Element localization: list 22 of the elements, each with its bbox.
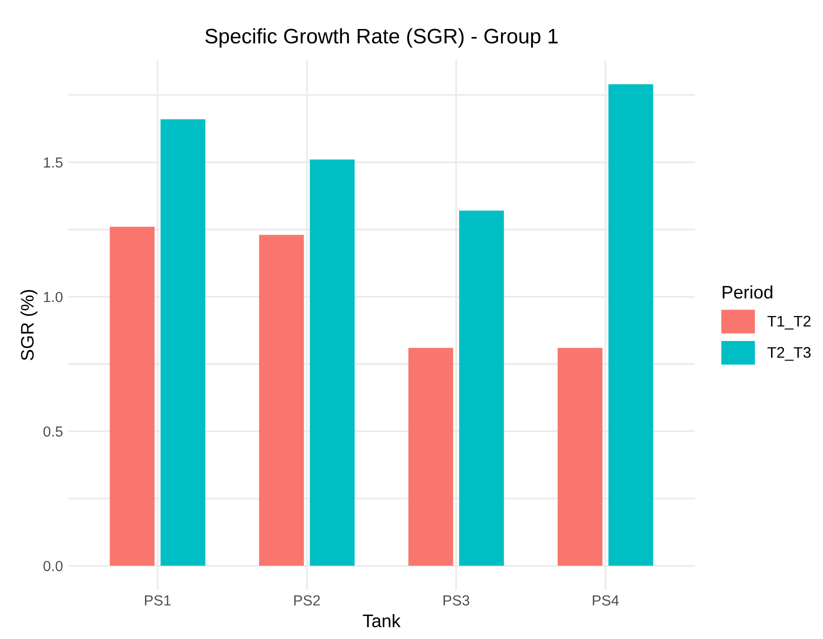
- x-tick-label: PS4: [592, 595, 619, 606]
- y-tick-label: 1.5: [44, 157, 63, 168]
- y-axis-title: SGR (%): [20, 290, 38, 360]
- legend-label: T2_T3: [767, 347, 811, 361]
- bar: [110, 226, 155, 566]
- x-axis-title: Tank: [362, 614, 401, 628]
- y-tick-label: 0.0: [43, 560, 63, 572]
- bar: [310, 160, 355, 566]
- bar: [459, 210, 504, 566]
- bar: [259, 234, 304, 566]
- y-tick-label: 0.5: [43, 426, 63, 437]
- bar: [608, 84, 654, 566]
- y-tick-label: 1.0: [44, 292, 63, 302]
- legend-title: Period: [722, 285, 772, 299]
- x-tick-label: PS2: [294, 595, 320, 606]
- x-tick-label: PS1: [144, 595, 171, 606]
- bar: [558, 348, 602, 566]
- x-tick-label: PS3: [444, 595, 470, 606]
- chart-title: Specific Growth Rate (SGR) - Group 1: [205, 28, 558, 48]
- bar: [160, 119, 206, 566]
- legend-label: T1_T2: [767, 316, 811, 330]
- bar: [408, 348, 454, 566]
